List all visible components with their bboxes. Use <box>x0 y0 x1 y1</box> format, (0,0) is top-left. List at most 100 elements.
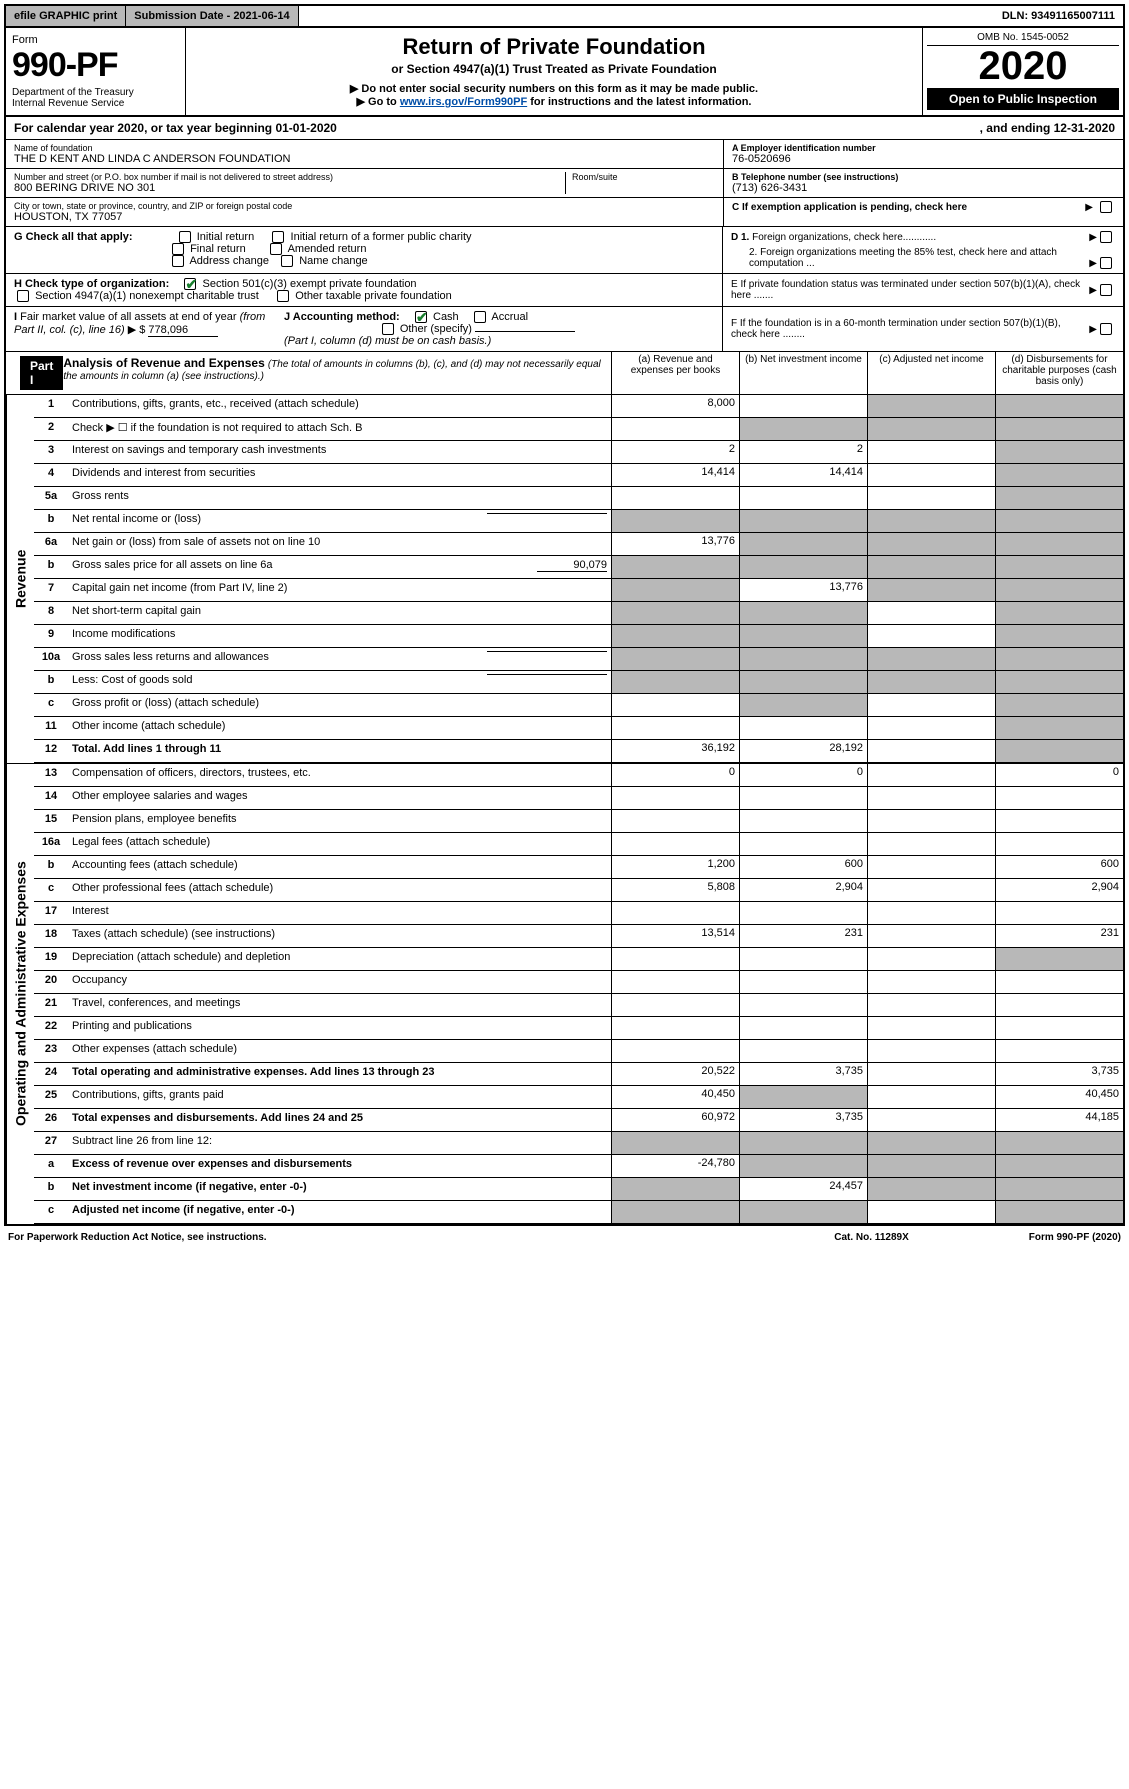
value-cell <box>867 994 995 1016</box>
value-cell <box>995 671 1123 693</box>
501c3-checkbox[interactable] <box>184 278 196 290</box>
table-row: 6aNet gain or (loss) from sale of assets… <box>34 533 1123 556</box>
irs-link[interactable]: www.irs.gov/Form990PF <box>400 96 527 108</box>
address-change-checkbox[interactable] <box>172 255 184 267</box>
value-cell: -24,780 <box>611 1155 739 1177</box>
j-label: J Accounting method: <box>284 311 400 323</box>
amended-return-checkbox[interactable] <box>270 243 282 255</box>
value-cell: 3,735 <box>739 1063 867 1085</box>
col-c-header: (c) Adjusted net income <box>867 352 995 394</box>
value-cell <box>995 441 1123 463</box>
line-label: Gross rents <box>68 487 611 509</box>
value-cell: 600 <box>739 856 867 878</box>
value-cell: 2,904 <box>739 879 867 901</box>
table-row: 16aLegal fees (attach schedule) <box>34 833 1123 856</box>
value-cell <box>867 925 995 947</box>
table-row: 19Depreciation (attach schedule) and dep… <box>34 948 1123 971</box>
value-cell: 0 <box>611 764 739 786</box>
efile-print-button[interactable]: efile GRAPHIC print <box>6 6 126 26</box>
table-row: bGross sales price for all assets on lin… <box>34 556 1123 579</box>
value-cell <box>867 1063 995 1085</box>
h1-label: Section 501(c)(3) exempt private foundat… <box>203 278 417 290</box>
line-label: Total expenses and disbursements. Add li… <box>68 1109 611 1131</box>
value-cell <box>611 579 739 601</box>
h-check-row: H Check type of organization: Section 50… <box>6 274 1123 307</box>
value-cell: 3,735 <box>995 1063 1123 1085</box>
f-checkbox[interactable] <box>1100 323 1112 335</box>
value-cell: 2 <box>611 441 739 463</box>
value-cell <box>739 971 867 993</box>
instruction-line-1: ▶ Do not enter social security numbers o… <box>192 82 916 95</box>
value-cell <box>739 902 867 924</box>
value-cell <box>611 971 739 993</box>
line-label: Capital gain net income (from Part IV, l… <box>68 579 611 601</box>
cash-checkbox[interactable] <box>415 311 427 323</box>
tax-year: 2020 <box>927 46 1119 86</box>
table-row: bNet rental income or (loss) <box>34 510 1123 533</box>
line-label: Gross sales less returns and allowances <box>68 648 611 670</box>
line-number: 4 <box>34 464 68 486</box>
opt-amended: Amended return <box>288 243 367 255</box>
value-cell <box>867 510 995 532</box>
value-cell <box>995 833 1123 855</box>
line-number: 1 <box>34 395 68 417</box>
table-row: 26Total expenses and disbursements. Add … <box>34 1109 1123 1132</box>
value-cell <box>611 625 739 647</box>
d1-label: Foreign organizations, check here.......… <box>752 232 936 243</box>
exemption-checkbox[interactable] <box>1100 201 1112 213</box>
other-method-checkbox[interactable] <box>382 323 394 335</box>
form-title: Return of Private Foundation <box>192 34 916 60</box>
value-cell <box>867 879 995 901</box>
value-cell <box>739 671 867 693</box>
table-row: 21Travel, conferences, and meetings <box>34 994 1123 1017</box>
d2-checkbox[interactable] <box>1100 257 1112 269</box>
4947-checkbox[interactable] <box>17 290 29 302</box>
value-cell <box>867 856 995 878</box>
value-cell: 0 <box>739 764 867 786</box>
dln-label: DLN: 93491165007111 <box>994 6 1123 26</box>
value-cell <box>995 533 1123 555</box>
value-cell <box>867 579 995 601</box>
d1-checkbox[interactable] <box>1100 231 1112 243</box>
cal-end: 12-31-2020 <box>1054 121 1115 135</box>
table-row: 20Occupancy <box>34 971 1123 994</box>
line-label: Check ▶ ☐ if the foundation is not requi… <box>68 418 611 440</box>
revenue-side-label: Revenue <box>6 395 34 763</box>
value-cell <box>995 971 1123 993</box>
other-taxable-checkbox[interactable] <box>277 290 289 302</box>
name-label: Name of foundation <box>14 143 715 153</box>
table-row: 11Other income (attach schedule) <box>34 717 1123 740</box>
j-other: Other (specify) <box>400 323 472 335</box>
line-label: Net investment income (if negative, ente… <box>68 1178 611 1200</box>
value-cell <box>611 510 739 532</box>
e-label: E If private foundation status was termi… <box>731 279 1089 301</box>
initial-return-checkbox[interactable] <box>179 231 191 243</box>
table-row: 3Interest on savings and temporary cash … <box>34 441 1123 464</box>
value-cell <box>867 740 995 762</box>
value-cell: 60,972 <box>611 1109 739 1131</box>
value-cell: 1,200 <box>611 856 739 878</box>
submission-date: Submission Date - 2021-06-14 <box>126 6 298 26</box>
line-label: Other expenses (attach schedule) <box>68 1040 611 1062</box>
value-cell <box>995 902 1123 924</box>
line-number: b <box>34 556 68 578</box>
value-cell <box>995 602 1123 624</box>
value-cell <box>611 418 739 440</box>
line-label: Travel, conferences, and meetings <box>68 994 611 1016</box>
initial-former-checkbox[interactable] <box>272 231 284 243</box>
form-word: Form <box>12 34 179 46</box>
line-label: Printing and publications <box>68 1017 611 1039</box>
name-change-checkbox[interactable] <box>281 255 293 267</box>
value-cell <box>995 948 1123 970</box>
value-cell <box>611 1178 739 1200</box>
e-checkbox[interactable] <box>1100 284 1112 296</box>
accrual-checkbox[interactable] <box>474 311 486 323</box>
ij-row: I Fair market value of all assets at end… <box>6 307 1123 352</box>
inline-box <box>487 651 607 652</box>
line-label: Other professional fees (attach schedule… <box>68 879 611 901</box>
value-cell <box>995 395 1123 417</box>
value-cell <box>611 994 739 1016</box>
final-return-checkbox[interactable] <box>172 243 184 255</box>
f-label: F If the foundation is in a 60-month ter… <box>731 318 1089 340</box>
value-cell: 40,450 <box>995 1086 1123 1108</box>
